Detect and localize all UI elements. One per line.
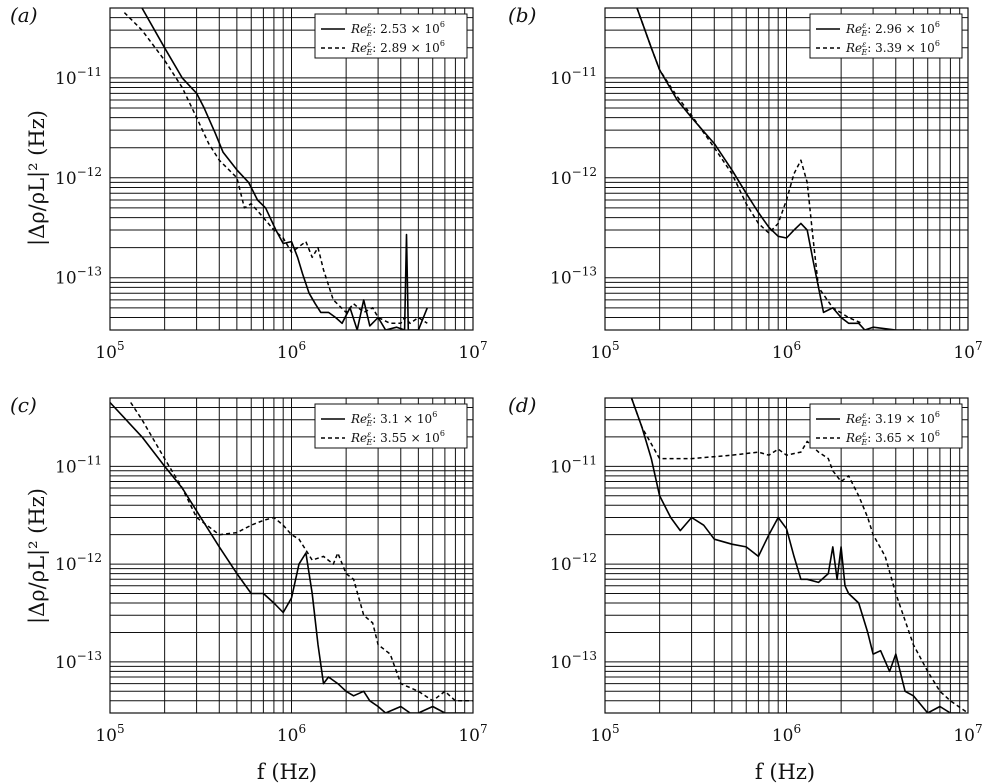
x-axis-label-right: f (Hz) [755, 760, 815, 784]
panel-label: (c) [10, 393, 37, 417]
x-tick-label: 106 [772, 339, 801, 363]
y-tick-label: 10−13 [55, 649, 102, 673]
panel-label: (a) [10, 3, 38, 27]
grid [605, 7, 968, 330]
legend-label: Reε E: 2.89 × 106 [350, 39, 445, 57]
legend-label: Reε E: 3.1 × 106 [350, 410, 437, 428]
x-tick-label: 105 [95, 722, 124, 746]
x-tick-label: 106 [772, 722, 801, 746]
plot-frame [109, 7, 474, 331]
plot-frame [604, 7, 969, 331]
y-tick-label: 10−11 [55, 65, 102, 89]
y-tick-label: 10−12 [55, 551, 102, 575]
legend-label: Reε E: 3.19 × 106 [845, 410, 940, 428]
y-axis-label-bottom: |Δρ/ρL|² (Hz) [25, 488, 50, 624]
y-tick-label: 10−12 [55, 165, 102, 189]
y-tick-label: 10−13 [550, 649, 597, 673]
series-solid-line [630, 398, 960, 713]
y-tick-label: 10−13 [55, 265, 102, 289]
x-tick-label: 106 [277, 722, 306, 746]
y-tick-label: 10−11 [550, 65, 597, 89]
series-solid-line [141, 8, 429, 330]
y-tick-label: 10−13 [550, 265, 597, 289]
y-tick-label: 10−11 [550, 453, 597, 477]
y-tick-label: 10−12 [550, 165, 597, 189]
legend-box [314, 403, 468, 449]
x-axis-label-left: f (Hz) [257, 760, 317, 784]
legend-box [809, 13, 963, 59]
y-tick-label: 10−11 [55, 453, 102, 477]
series-dashed-line [130, 402, 473, 702]
legend-box [809, 403, 963, 449]
x-tick-label: 107 [953, 339, 982, 363]
x-tick-label: 107 [458, 339, 487, 363]
panel-b: 105 106 107 10−11 10−12 10−13 (b) Reε E: 2.96 × … [508, 3, 983, 363]
panel-label: (b) [508, 3, 536, 27]
panel-d: 105 106 107 10−11 10−12 10−13 (d) Reε E: 3.19 × … [508, 393, 983, 746]
x-tick-label: 105 [95, 339, 124, 363]
panel-a: 105 106 107 10−11 10−12 10−13 (a) Reε E: 2.53 × … [10, 3, 488, 363]
chart-panels: 105 106 107 10−11 10−12 10−13 (a) Reε E: 2.53 × … [10, 3, 983, 746]
legend-label: Reε E: 2.53 × 106 [350, 20, 445, 38]
panel-label: (d) [508, 393, 536, 417]
series-dashed-line [123, 12, 428, 325]
series-dashed-line [630, 398, 968, 713]
x-tick-label: 105 [590, 339, 619, 363]
legend-label: Reε E: 3.65 × 106 [845, 429, 940, 447]
grid [110, 397, 473, 713]
x-tick-label: 107 [458, 722, 487, 746]
legend-box [314, 13, 468, 59]
x-tick-label: 107 [953, 722, 982, 746]
series-dashed-line [636, 8, 863, 324]
y-tick-label: 10−12 [550, 551, 597, 575]
x-tick-label: 105 [590, 722, 619, 746]
legend-label: Reε E: 3.55 × 106 [350, 429, 445, 447]
y-axis-label-top: |Δρ/ρL|² (Hz) [25, 110, 50, 246]
panel-c: 105 106 107 10−11 10−12 10−13 (c) Reε E: 3.1 × 1… [10, 393, 488, 746]
series-solid-line [110, 401, 465, 713]
plot-frame [604, 397, 969, 714]
x-tick-label: 106 [277, 339, 306, 363]
plot-frame [109, 397, 474, 714]
legend-label: Reε E: 3.39 × 106 [845, 39, 940, 57]
legend-label: Reε E: 2.96 × 106 [845, 20, 940, 38]
